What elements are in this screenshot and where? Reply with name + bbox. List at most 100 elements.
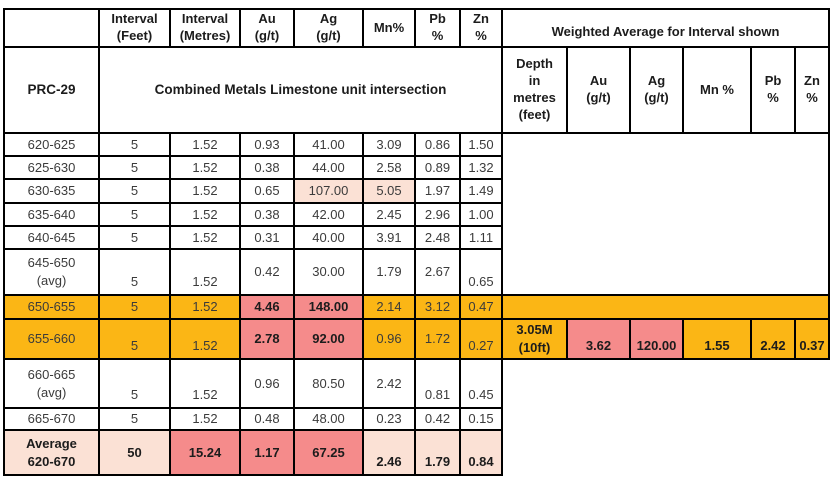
weighted-value-cell: 3.62 (566, 318, 631, 360)
col-header: Zn % (459, 8, 503, 48)
assay-value-cell: 1.49 (459, 178, 503, 204)
weighted-col-header: Ag (g/t) (629, 46, 684, 134)
assay-value-cell: 0.81 (414, 358, 461, 409)
col-header: Interval (Feet) (98, 8, 171, 48)
assay-value-cell: 2.58 (362, 155, 416, 180)
col-header: Au (g/t) (239, 8, 295, 48)
assay-value-cell: 1.52 (169, 225, 241, 250)
assay-value-cell: 5 (98, 407, 171, 431)
assay-value-cell: 0.38 (239, 202, 295, 227)
assay-value-cell: 1.52 (169, 248, 241, 296)
assay-value-cell: 0.93 (239, 132, 295, 157)
assay-value-cell: 2.14 (362, 294, 416, 320)
assay-value-cell: 0.47 (459, 294, 503, 320)
table-row: 660-665 (avg) 5 1.52 0.96 80.50 2.42 0.81 0.45 (3, 358, 829, 475)
assay-value-cell: 3.12 (414, 294, 461, 320)
weighted-col-header: Depth in metres (feet) (501, 46, 568, 134)
weighted-avg-highlight-band (501, 294, 830, 320)
interval-label: 635-640 (3, 202, 100, 227)
assay-value-cell: 0.86 (414, 132, 461, 157)
assay-value-cell: 15.24 (169, 429, 241, 476)
corner-cell (3, 8, 100, 48)
weighted-value-cell: 1.55 (682, 318, 752, 360)
assay-value-cell: 1.79 (414, 429, 461, 476)
table-row: 665-670 5 1.52 0.48 48.00 0.23 0.42 0.15 (3, 407, 829, 431)
table-row: 645-650 (avg) 5 1.52 0.42 30.00 1.79 2.67 0.65 (3, 248, 829, 296)
assay-value-cell: 50 (98, 429, 171, 476)
assay-value-cell: 107.00 (293, 178, 364, 204)
interval-label: 660-665 (avg) (3, 358, 100, 409)
assay-value-cell: 1.97 (414, 178, 461, 204)
table-row: 635-640 5 1.52 0.38 42.00 2.45 2.96 1.00 (3, 202, 829, 227)
assay-value-cell: 0.96 (362, 318, 416, 360)
assay-value-cell: 5.05 (362, 178, 416, 204)
weighted-col-header: Zn % (794, 46, 830, 134)
weighted-col-header: Mn % (682, 46, 752, 134)
interval-label: 645-650 (avg) (3, 248, 100, 296)
assay-value-cell: 2.48 (414, 225, 461, 250)
assay-value-cell: 2.45 (362, 202, 416, 227)
interval-label: 620-625 (3, 132, 100, 157)
assay-value-cell: 40.00 (293, 225, 364, 250)
assay-value-cell: 5 (98, 155, 171, 180)
assay-value-cell: 0.23 (362, 407, 416, 431)
weighted-avg-title: Weighted Average for Interval shown (501, 8, 830, 48)
assay-value-cell: 3.91 (362, 225, 416, 250)
assay-value-cell: 0.42 (239, 248, 295, 296)
interval-label: 650-655 (3, 294, 100, 320)
assay-value-cell: 1.00 (459, 202, 503, 227)
assay-value-cell: 2.78 (239, 318, 295, 360)
assay-value-cell: 48.00 (293, 407, 364, 431)
assay-value-cell: 5 (98, 202, 171, 227)
assay-value-cell: 1.32 (459, 155, 503, 180)
assay-value-cell: 44.00 (293, 155, 364, 180)
assay-value-cell: 0.31 (239, 225, 295, 250)
assay-value-cell: 1.72 (414, 318, 461, 360)
table-row: 625-630 5 1.52 0.38 44.00 2.58 0.89 1.32 (3, 155, 829, 180)
assay-value-cell: 2.96 (414, 202, 461, 227)
assay-value-cell: 5 (98, 318, 171, 360)
interval-label: 640-645 (3, 225, 100, 250)
bottom-blank-area (502, 359, 829, 475)
weighted-value-cell: 0.37 (794, 318, 830, 360)
table-row: 620-625 5 1.52 0.93 41.00 3.09 0.86 1.50 (3, 132, 830, 296)
weighted-value-cell: 120.00 (629, 318, 684, 360)
assay-value-cell: 3.09 (362, 132, 416, 157)
table-row: Average 620-670 50 15.24 1.17 67.25 2.46 1.79 0… (3, 429, 829, 476)
assay-value-cell: 5 (98, 294, 171, 320)
interval-label: 625-630 (3, 155, 100, 180)
assay-value-cell: 5 (98, 178, 171, 204)
assay-value-cell: 1.52 (169, 202, 241, 227)
assay-value-cell: 1.52 (169, 132, 241, 157)
assay-value-cell: 0.27 (459, 318, 503, 360)
assay-value-cell: 1.11 (459, 225, 503, 250)
assay-value-cell: 0.38 (239, 155, 295, 180)
assay-value-cell: 148.00 (293, 294, 364, 320)
interval-label: 655-660 (3, 318, 100, 360)
assay-results-table: Interval (Feet) Interval (Metres) Au (g/t)… (3, 8, 830, 476)
assay-value-cell: 0.42 (414, 407, 461, 431)
assay-value-cell: 41.00 (293, 132, 364, 157)
assay-value-cell: 0.65 (459, 248, 503, 296)
assay-value-cell: 1.52 (169, 318, 241, 360)
assay-value-cell: 1.79 (362, 248, 416, 296)
table-row: Interval (Feet) Interval (Metres) Au (g/t)… (3, 8, 830, 48)
weighted-col-header: Au (g/t) (566, 46, 631, 134)
assay-value-cell: 5 (98, 225, 171, 250)
col-header: Interval (Metres) (169, 8, 241, 48)
assay-value-cell: 1.52 (169, 358, 241, 409)
assay-value-cell: 1.17 (239, 429, 295, 476)
assay-value-cell: 30.00 (293, 248, 364, 296)
assay-value-cell: 0.48 (239, 407, 295, 431)
assay-value-cell: 0.45 (459, 358, 503, 409)
assay-value-cell: 2.42 (362, 358, 416, 409)
interval-label: 665-670 (3, 407, 100, 431)
assay-value-cell: 0.96 (239, 358, 295, 409)
intersection-label: Combined Metals Limestone unit intersect… (98, 46, 503, 134)
assay-value-cell: 1.52 (169, 294, 241, 320)
table-row: 640-645 5 1.52 0.31 40.00 3.91 2.48 1.11 (3, 225, 829, 250)
assay-value-cell: 92.00 (293, 318, 364, 360)
table-body: Interval (Feet) Interval (Metres) Au (g/t)… (3, 8, 830, 476)
col-header: Pb % (414, 8, 461, 48)
assay-value-cell: 0.89 (414, 155, 461, 180)
